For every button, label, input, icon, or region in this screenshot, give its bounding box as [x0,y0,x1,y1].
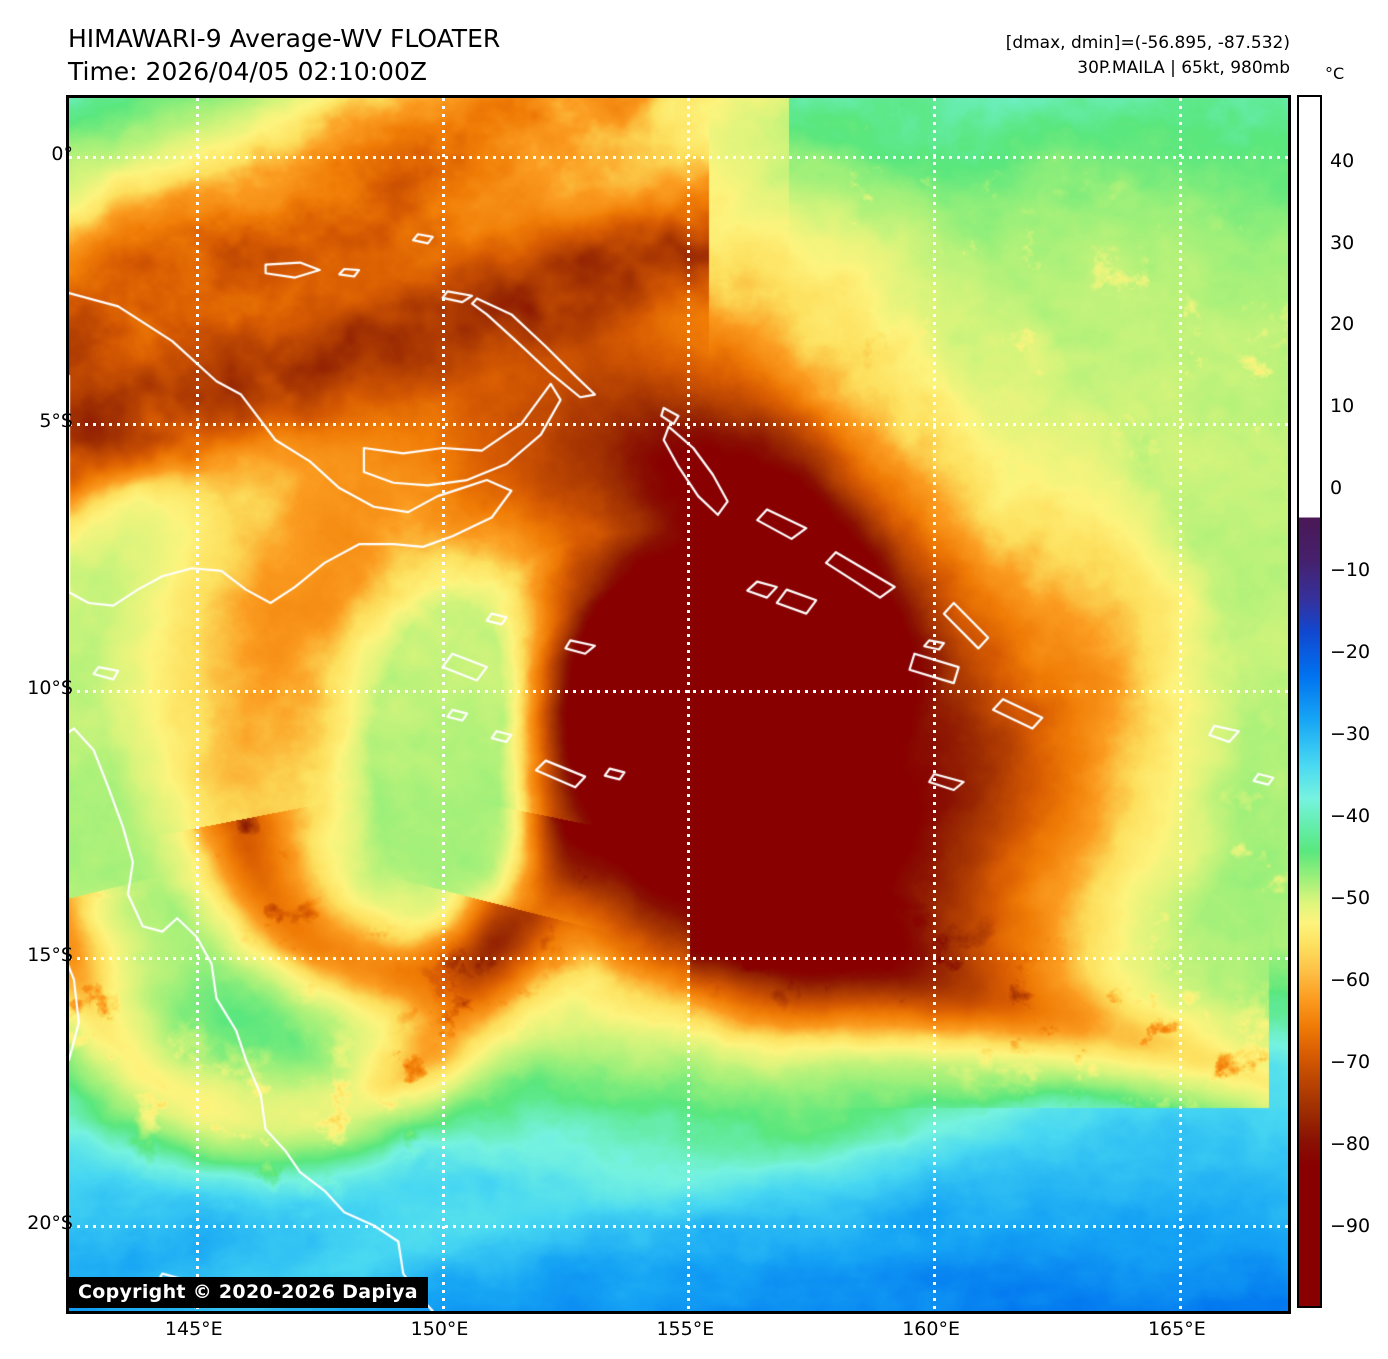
colorbar-gradient [1297,95,1322,1308]
colorbar-tick-label: −20 [1330,641,1371,664]
storm-info-label: 30P.MAILA | 65kt, 980mb [1077,58,1290,78]
header-meta-block: [dmax, dmin]=(-56.895, -87.532) 30P.MAIL… [1006,31,1290,81]
page-title: HIMAWARI-9 Average-WV FLOATER [68,24,501,53]
colorbar-tick-label: −40 [1330,805,1371,828]
latitude-tick-label: 10°S [27,677,73,700]
colorbar-tick-label: 40 [1330,149,1355,172]
longitude-tick-label: 165°E [1147,1318,1206,1340]
colorbar-tick-label: 30 [1330,231,1355,254]
colorbar-tick-label: −30 [1330,723,1371,746]
colorbar-tick-label: −70 [1330,1051,1371,1074]
satellite-imagery-canvas [69,98,1288,1311]
colorbar-tick-label: −60 [1330,969,1371,992]
header-title-block: HIMAWARI-9 Average-WV FLOATER Time: 2026… [68,22,500,88]
colorbar-tick-label: 10 [1330,395,1355,418]
satellite-image-plot[interactable] [66,95,1291,1314]
timestamp-label: Time: 2026/04/05 02:10:00Z [68,57,427,86]
longitude-tick-label: 160°E [902,1318,960,1340]
temperature-colorbar[interactable] [1297,95,1322,1308]
colorbar-tick-label: 20 [1330,313,1355,336]
colorbar-tick-label: −50 [1330,887,1371,910]
colorbar-tick-label: −80 [1330,1133,1371,1156]
colorbar-tick-label: −10 [1330,559,1371,582]
latitude-tick-label: 0° [51,142,73,165]
latitude-tick-label: 15°S [27,944,73,967]
latitude-tick-label: 5°S [39,409,73,432]
dmax-dmin-label: [dmax, dmin]=(-56.895, -87.532) [1005,33,1290,53]
longitude-tick-label: 145°E [164,1318,223,1340]
colorbar-tick-label: 0 [1330,477,1343,500]
copyright-badge: Copyright © 2020-2026 Dapiya [68,1277,428,1308]
longitude-tick-label: 150°E [410,1318,469,1340]
longitude-tick-label: 155°E [656,1318,715,1340]
colorbar-tick-label: −90 [1330,1215,1371,1238]
latitude-tick-label: 20°S [27,1211,73,1234]
colorbar-unit-label: °C [1325,64,1345,83]
